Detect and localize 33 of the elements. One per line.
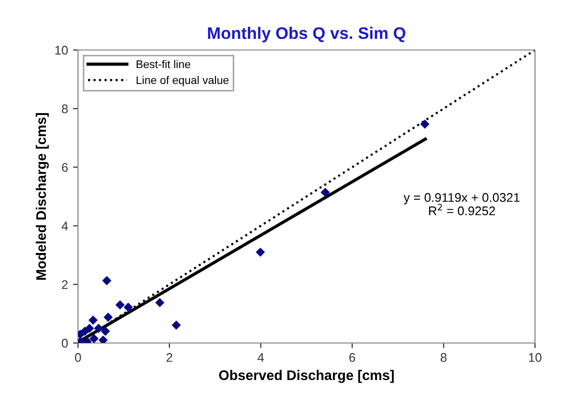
chart-title: Monthly Obs Q vs. Sim Q bbox=[208, 26, 406, 42]
point bbox=[155, 298, 164, 308]
point bbox=[124, 302, 133, 312]
point bbox=[115, 300, 125, 310]
x-tick-label: 8 bbox=[440, 353, 447, 362]
point bbox=[84, 324, 94, 333]
point bbox=[104, 312, 113, 322]
point bbox=[172, 320, 181, 330]
x-tick-label: 10 bbox=[529, 353, 542, 362]
legend-label: Line of equal value bbox=[136, 76, 229, 86]
point bbox=[102, 276, 112, 286]
x-tick-label: 4 bbox=[258, 353, 264, 362]
point bbox=[89, 334, 99, 343]
legend-label: Best-fit line bbox=[136, 60, 190, 68]
point bbox=[420, 120, 430, 129]
point bbox=[88, 316, 98, 325]
point bbox=[256, 248, 265, 257]
y-tick-label: 4 bbox=[62, 222, 68, 230]
x-tick-label: 0 bbox=[75, 353, 81, 362]
point bbox=[98, 335, 108, 343]
y-tick-label: 6 bbox=[62, 163, 68, 172]
y-axis-title: Modeled Discharge [cms] bbox=[36, 113, 49, 280]
x-axis-title: Observed Discharge [cms] bbox=[219, 370, 394, 383]
y-tick-label: 0 bbox=[62, 338, 68, 348]
y-tick-label: 10 bbox=[55, 46, 68, 55]
point bbox=[100, 326, 110, 336]
point bbox=[320, 188, 330, 198]
y-tick-label: 2 bbox=[62, 280, 68, 289]
point bbox=[94, 324, 104, 333]
y-tick-label: 8 bbox=[62, 104, 68, 114]
x-tick-label: 6 bbox=[349, 353, 356, 362]
x-tick-label: 2 bbox=[166, 353, 172, 362]
annotation: y = 0.9119x + 0.0321 R$^{2}$ = 0.9252 bbox=[404, 193, 520, 216]
